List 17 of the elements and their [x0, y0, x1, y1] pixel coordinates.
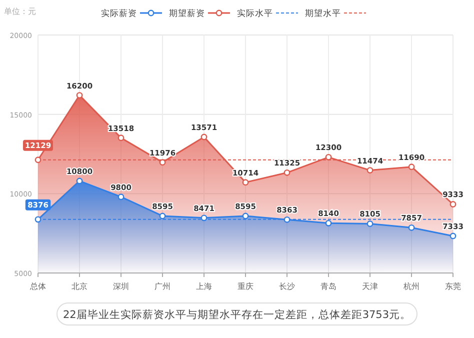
legend-label: 实际薪资: [101, 8, 137, 19]
x-tick-label: 杭州: [402, 282, 420, 291]
x-tick-label: 重庆: [238, 282, 254, 291]
x-tick-label: 总体: [29, 282, 46, 291]
x-tick-label: 东莞: [445, 282, 461, 291]
x-tick-label: 深圳: [113, 282, 129, 291]
x-tick-label: 天津: [362, 282, 378, 291]
legend-label: 实际水平: [237, 8, 273, 19]
x-tick-label: 青岛: [320, 282, 336, 291]
x-tick-label: 上海: [196, 282, 212, 291]
y-axis-title: 单位：元: [4, 7, 36, 16]
text: 22届毕业生实际薪资水平与期望水平存在一定差距，总体差距3753元。: [62, 308, 412, 321]
legend-label: 期望水平: [305, 8, 341, 19]
legend-label: 期望薪资: [169, 8, 205, 19]
x-tick-label: 广州: [154, 282, 170, 291]
x-tick-label: 长沙: [279, 282, 295, 291]
x-tick-label: 北京: [72, 282, 88, 291]
